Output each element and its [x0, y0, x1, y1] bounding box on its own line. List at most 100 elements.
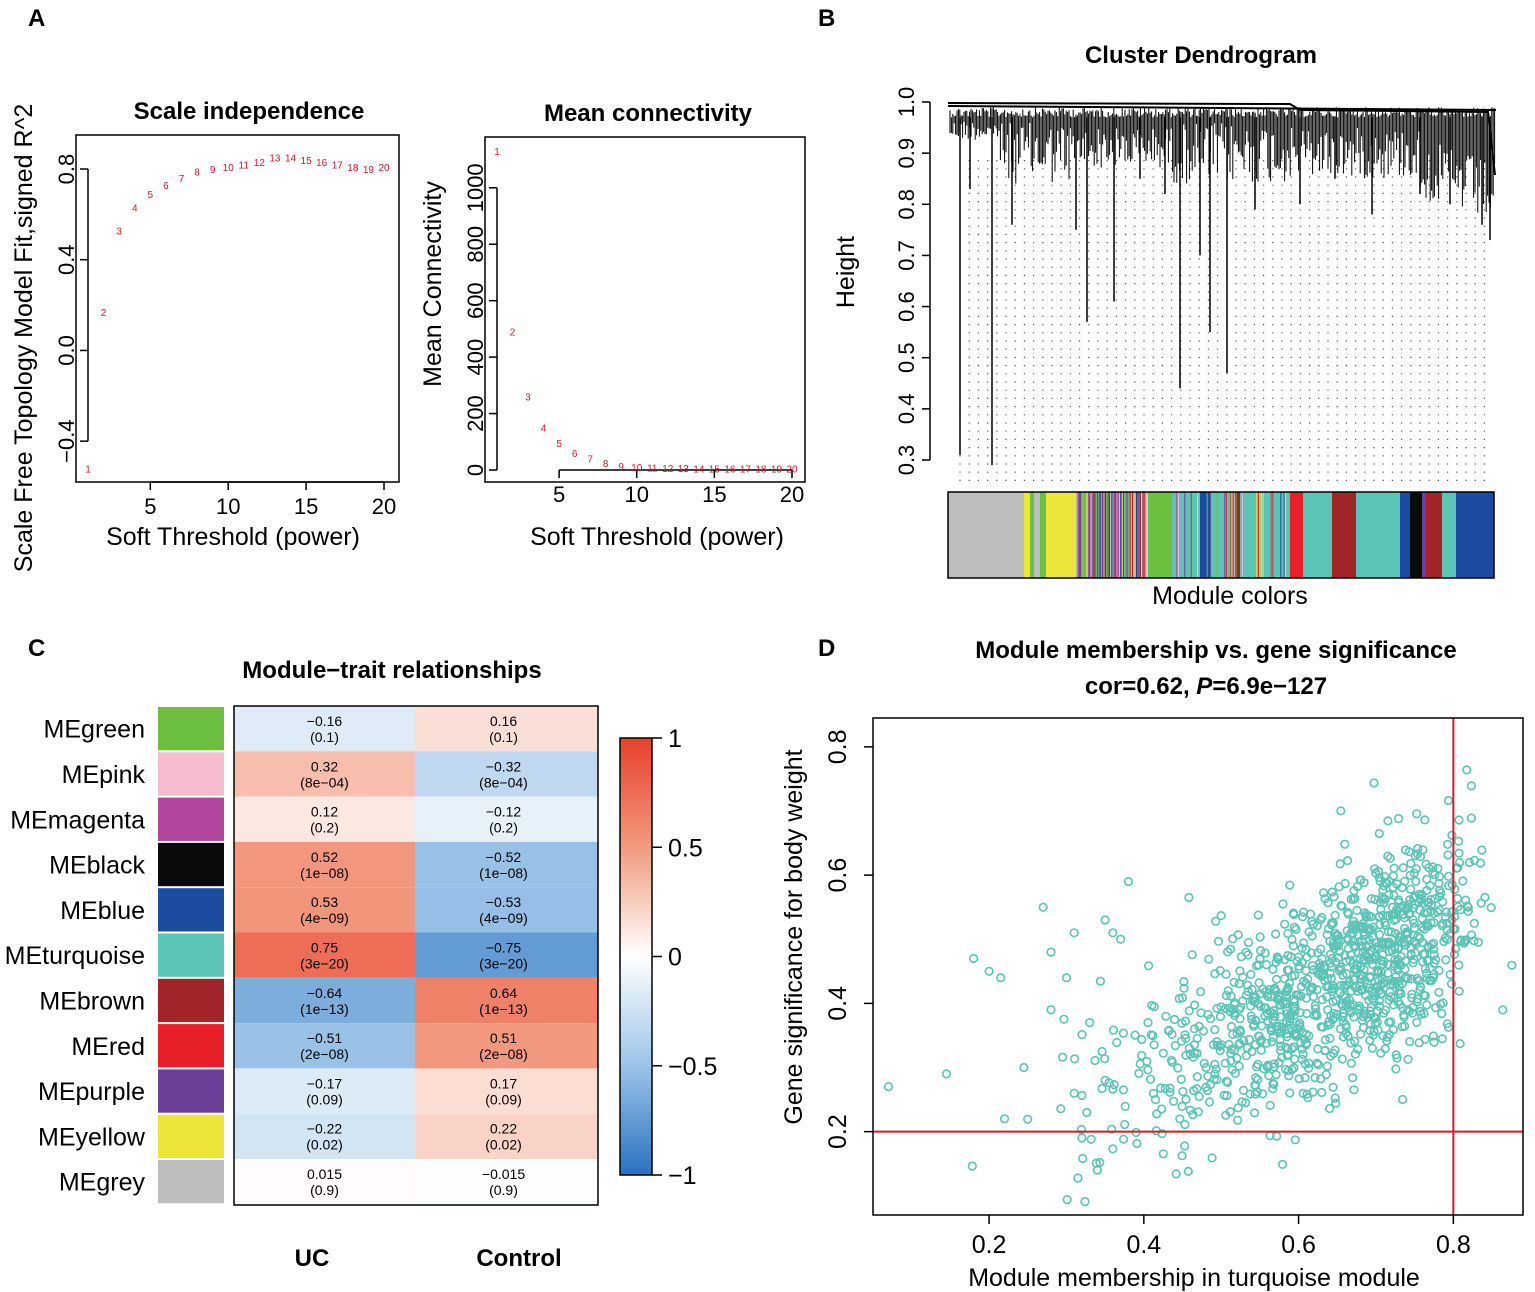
scatter-point	[1134, 1068, 1144, 1078]
scatter-point	[1225, 1107, 1235, 1117]
cell-pvalue: (1e−13)	[300, 1001, 349, 1017]
y-tick-label: 0	[463, 464, 488, 476]
scatter-point	[1349, 1085, 1359, 1095]
scatter-point	[1447, 880, 1457, 890]
scatter-point	[1212, 1036, 1222, 1047]
scatter-point	[1388, 910, 1399, 920]
scatter-point	[1177, 1151, 1187, 1161]
scatter-point	[1399, 1012, 1409, 1022]
scatter-point	[1328, 1048, 1339, 1059]
scatter-point	[1291, 924, 1301, 935]
module-swatch	[158, 978, 224, 1023]
scatter-point	[1147, 1000, 1157, 1011]
scatter-point	[1097, 1046, 1107, 1057]
point-label: 20	[378, 163, 390, 174]
panel-letter-d: D	[818, 635, 835, 662]
scatter-point	[1120, 1101, 1130, 1111]
scatter-point	[1234, 1061, 1244, 1071]
scatter-point	[1184, 892, 1194, 903]
scatter-point	[1132, 1138, 1142, 1149]
scatter-point	[1341, 1020, 1351, 1030]
cell-correlation: −0.015	[482, 1166, 525, 1182]
cell-correlation: −0.52	[486, 849, 522, 865]
scatter-point	[1350, 893, 1360, 903]
scatter-point	[1223, 986, 1233, 996]
scatter-point	[1334, 946, 1345, 957]
scatter-point	[1376, 1048, 1386, 1058]
scatter-point	[1507, 960, 1517, 970]
scatter-point	[1297, 943, 1307, 953]
scatter-point	[1297, 1044, 1307, 1054]
scatter-point	[996, 973, 1006, 983]
scatter-point	[1310, 1000, 1320, 1011]
scatter-point	[1404, 1006, 1414, 1016]
module-label: MEpink	[62, 761, 146, 789]
scatter-point	[1179, 983, 1189, 993]
heatmap-cell	[234, 1113, 415, 1159]
heatmap-row: MEgreen −0.16(0.1)0.16(0.1)	[44, 706, 598, 752]
scatter-point	[1288, 1002, 1299, 1012]
heatmap-cell	[415, 977, 598, 1024]
scatter-point	[1371, 938, 1382, 948]
scale-independence-plot: Scale independence 5 10 15 20−0.40.00.40.8 …	[10, 98, 400, 572]
scatter-point	[1330, 1093, 1340, 1103]
scatter-point	[1276, 1000, 1286, 1010]
scatter-point	[1409, 868, 1419, 878]
scatter-point	[1422, 1000, 1432, 1010]
scatter-point	[1237, 1097, 1247, 1107]
point-label: 9	[618, 462, 624, 473]
scatter-point	[1268, 1084, 1278, 1094]
point-label: 17	[332, 160, 344, 171]
scatter-point	[1388, 871, 1398, 881]
scatter-point	[1442, 839, 1453, 850]
scatter-point	[1289, 970, 1300, 981]
scatter-point	[1424, 897, 1434, 908]
scatter-point	[1432, 907, 1443, 917]
scatter-point	[1462, 765, 1472, 775]
x-tick-label: 15	[294, 494, 318, 519]
scatter-point	[1216, 1002, 1226, 1012]
scatter-point	[1323, 898, 1333, 908]
scatter-point	[1325, 1103, 1335, 1114]
scatter-point	[1461, 935, 1471, 945]
scatter-point	[1329, 892, 1339, 902]
scatter-point	[1454, 857, 1465, 868]
scatter-point	[1469, 855, 1479, 866]
scatter-point	[1143, 1017, 1153, 1028]
cell-correlation: 0.75	[311, 940, 338, 956]
scatter-point	[1283, 984, 1293, 994]
scatter-point	[1454, 986, 1464, 996]
heatmap-cell	[234, 977, 415, 1024]
module-swatch	[158, 1114, 224, 1158]
scatter-point	[1428, 862, 1438, 872]
scatter-point	[1264, 1070, 1274, 1081]
scatter-point	[1328, 983, 1338, 993]
cell-correlation: 0.12	[311, 804, 338, 820]
scatter-point	[1148, 1088, 1158, 1098]
scatter-point	[1399, 1021, 1410, 1031]
scatter-point	[1184, 1006, 1194, 1016]
heatmap-cell	[234, 1068, 415, 1114]
scatter-point	[1327, 953, 1337, 964]
x-tick-label: 10	[216, 494, 240, 519]
scatter-point	[967, 1161, 977, 1171]
scatter-point	[1308, 1087, 1318, 1097]
scatter-point	[1299, 976, 1309, 987]
scatter-point	[1329, 1008, 1339, 1018]
scatter-point	[1194, 1091, 1204, 1102]
scatter-point	[1076, 1124, 1087, 1135]
scatter-point	[1180, 1141, 1190, 1151]
cluster-dendrogram: Cluster Dendrogram Height 0.3 0.4 0.5 0.6 0.…	[832, 42, 1497, 610]
heatmap-cell	[234, 841, 415, 888]
point-label: 2	[101, 308, 107, 319]
scatter-point	[1158, 1048, 1168, 1058]
scale-independence-ylabel: Scale Free Topology Model Fit,signed R^2	[10, 104, 38, 572]
scatter-point	[1270, 929, 1281, 939]
x-tick-label: 0.8	[1436, 1231, 1471, 1259]
scatter-point	[1234, 1026, 1245, 1037]
scatter-point	[1210, 1025, 1220, 1035]
scatter-point	[1443, 871, 1454, 882]
point-label: 12	[254, 158, 266, 169]
scatter-point	[1251, 1016, 1261, 1026]
scatter-point	[1394, 988, 1404, 999]
